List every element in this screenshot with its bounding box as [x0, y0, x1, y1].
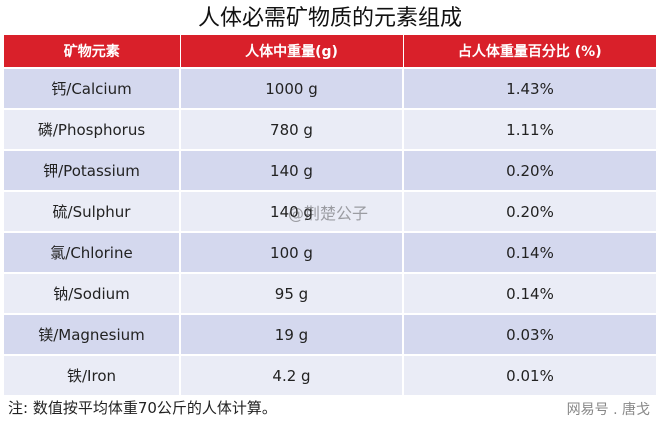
cell-percent: 0.20% — [403, 149, 656, 191]
page-title: 人体必需矿物质的元素组成 — [197, 6, 462, 31]
table-header-row: 矿物元素 人体中重量(g) 占人体重量百分比 (%) — [4, 35, 656, 68]
cell-percent: 1.11% — [403, 108, 656, 150]
cell-weight: 95 g — [180, 272, 404, 314]
cell-weight: 780 g — [180, 108, 404, 150]
table-row: 钠/Sodium 95 g 0.14% — [4, 272, 656, 314]
table-row: 磷/Phosphorus 780 g 1.11% — [4, 108, 656, 150]
header-element: 矿物元素 — [4, 35, 181, 68]
cell-element: 钙/Calcium — [4, 67, 181, 109]
cell-element: 镁/Magnesium — [4, 313, 181, 355]
table-row: 钾/Potassium 140 g 0.20% — [4, 149, 656, 191]
cell-element: 铁/Iron — [4, 354, 181, 395]
cell-element: 钾/Potassium — [4, 149, 181, 191]
cell-weight: 19 g — [180, 313, 404, 355]
cell-weight: 1000 g — [180, 67, 404, 109]
cell-percent: 0.14% — [403, 272, 656, 314]
cell-weight: 140 g — [180, 190, 404, 232]
watermark: @荆楚公子 — [288, 204, 369, 223]
cell-percent: 0.01% — [403, 354, 656, 395]
table-row: 钙/Calcium 1000 g 1.43% — [4, 67, 656, 109]
cell-weight: 140 g — [180, 149, 404, 191]
cell-percent: 0.14% — [403, 231, 656, 273]
cell-weight: 4.2 g — [180, 354, 404, 395]
header-weight: 人体中重量(g) — [180, 35, 404, 68]
cell-element: 氯/Chlorine — [4, 231, 181, 273]
cell-percent: 0.03% — [403, 313, 656, 355]
header-percent: 占人体重量百分比 (%) — [403, 35, 656, 68]
footnote: 注: 数值按平均体重70公斤的人体计算。 — [8, 399, 277, 417]
table-row: 镁/Magnesium 19 g 0.03% — [4, 313, 656, 355]
cell-weight: 100 g — [180, 231, 404, 273]
cell-element: 钠/Sodium — [4, 272, 181, 314]
credit-watermark: 网易号 . 唐戈 — [566, 402, 650, 418]
cell-element: 硫/Sulphur — [4, 190, 181, 232]
table-row: 铁/Iron 4.2 g 0.01% — [4, 354, 656, 395]
minerals-table: 矿物元素 人体中重量(g) 占人体重量百分比 (%) 钙/Calcium 100… — [4, 35, 656, 395]
cell-percent: 1.43% — [403, 67, 656, 109]
cell-percent: 0.20% — [403, 190, 656, 232]
table-row: 氯/Chlorine 100 g 0.14% — [4, 231, 656, 273]
table-row: 硫/Sulphur 140 g 0.20% — [4, 190, 656, 232]
cell-element: 磷/Phosphorus — [4, 108, 181, 150]
